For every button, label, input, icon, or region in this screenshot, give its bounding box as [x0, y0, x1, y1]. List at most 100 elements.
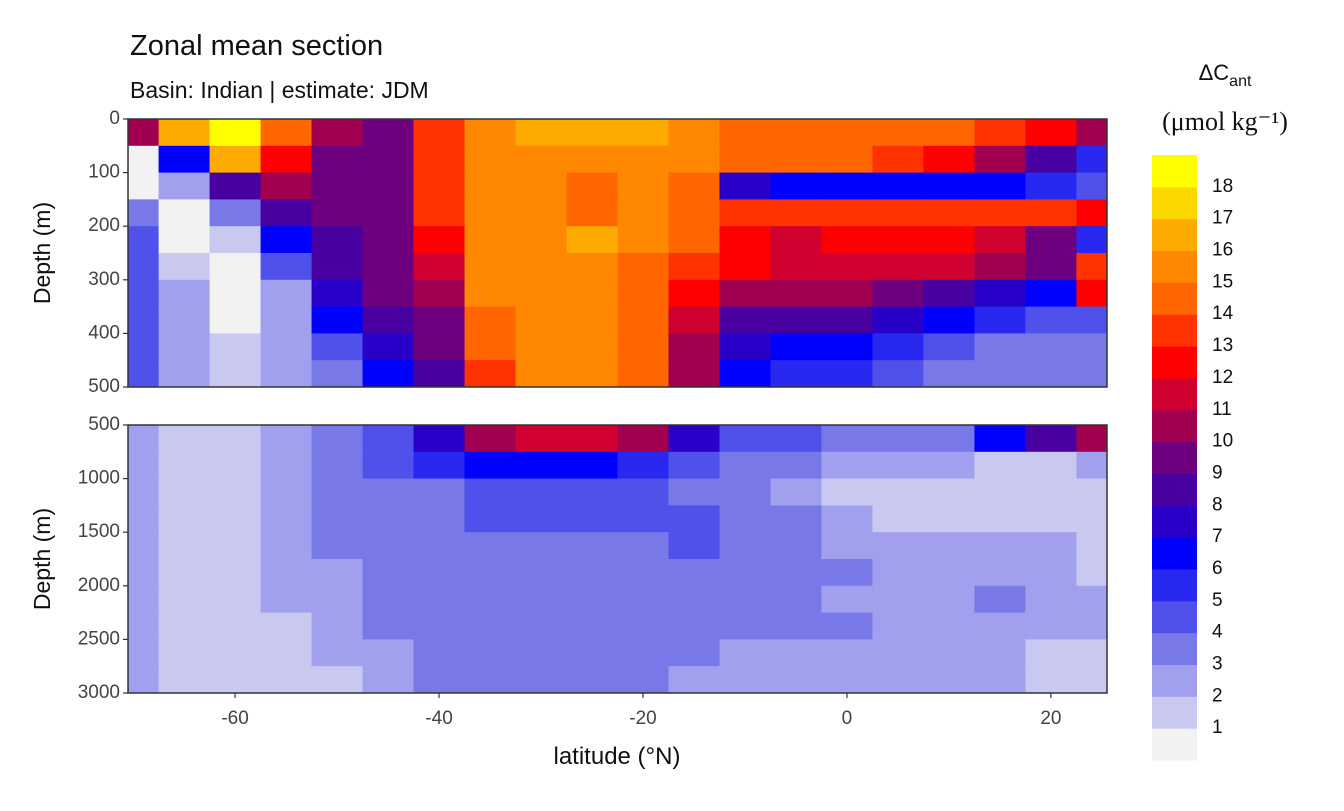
- contour-cell: [464, 199, 517, 227]
- contour-cell: [1025, 585, 1078, 614]
- contour-cell: [974, 226, 1027, 254]
- x-tick-label: -20: [629, 708, 656, 729]
- panel-border: [127, 424, 1108, 694]
- contour-cell: [719, 559, 772, 587]
- contour-cell: [128, 360, 160, 387]
- contour-cell: [719, 279, 772, 308]
- contour-cell: [209, 306, 262, 334]
- contour-cell: [362, 360, 415, 387]
- contour-cell: [515, 559, 568, 587]
- colorbar-label: 9: [1212, 462, 1223, 483]
- contour-cell: [872, 333, 925, 361]
- contour-cell: [719, 612, 772, 640]
- contour-cell: [260, 253, 313, 281]
- contour-cell: [617, 199, 670, 227]
- contour-cell: [668, 360, 721, 387]
- contour-cell: [821, 639, 874, 667]
- contour-cell: [923, 666, 976, 693]
- contour-cell: [464, 451, 517, 480]
- contour-cell: [515, 306, 568, 334]
- contour-cell: [413, 145, 466, 174]
- contour-cell: [209, 666, 262, 693]
- contour-cell: [617, 172, 670, 200]
- contour-cell: [1076, 360, 1107, 387]
- contour-cell: [770, 172, 823, 200]
- contour-cell: [515, 666, 568, 693]
- contour-cell: [311, 333, 364, 361]
- x-tick-label: 0: [842, 708, 853, 729]
- contour-cell: [515, 532, 568, 560]
- contour-cell: [362, 612, 415, 640]
- contour-cell: [1076, 505, 1107, 533]
- contour-cell: [1025, 451, 1078, 480]
- contour-cell: [260, 478, 313, 506]
- contour-cell: [413, 172, 466, 200]
- contour-cell: [719, 585, 772, 614]
- contour-cell: [209, 505, 262, 533]
- contour-field: [128, 425, 1107, 693]
- contour-cell: [974, 639, 1027, 667]
- contour-cell: [128, 612, 160, 640]
- contour-cell: [260, 532, 313, 560]
- contour-cell: [413, 585, 466, 614]
- contour-cell: [362, 425, 415, 453]
- contour-cell: [413, 505, 466, 533]
- contour-cell: [1025, 145, 1078, 174]
- colorbar-swatch: [1152, 282, 1197, 315]
- contour-cell: [515, 478, 568, 506]
- contour-cell: [464, 119, 517, 147]
- contour-cell: [158, 306, 211, 334]
- contour-cell: [362, 199, 415, 227]
- contour-cell: [158, 279, 211, 308]
- contour-cell: [464, 478, 517, 506]
- contour-cell: [362, 532, 415, 560]
- colorbar-swatch: [1152, 346, 1197, 379]
- contour-cell: [719, 425, 772, 453]
- contour-cell: [668, 639, 721, 667]
- colorbar-label: 8: [1212, 494, 1223, 515]
- contour-cell: [260, 585, 313, 614]
- contour-cell: [923, 585, 976, 614]
- x-tick-label: -40: [425, 708, 452, 729]
- contour-cell: [617, 360, 670, 387]
- contour-cell: [1076, 199, 1107, 227]
- contour-cell: [923, 532, 976, 560]
- colorbar-swatch: [1152, 664, 1197, 697]
- colorbar-label: 17: [1212, 208, 1233, 229]
- contour-cell: [923, 451, 976, 480]
- contour-cell: [1076, 532, 1107, 560]
- colorbar-swatch: [1152, 377, 1197, 411]
- contour-cell: [668, 226, 721, 254]
- contour-cell: [260, 559, 313, 587]
- contour-cell: [974, 145, 1027, 174]
- contour-cell: [128, 559, 160, 587]
- contour-cell: [1025, 226, 1078, 254]
- contour-cell: [719, 145, 772, 174]
- contour-cell: [770, 478, 823, 506]
- contour-cell: [1076, 145, 1107, 174]
- contour-cell: [923, 360, 976, 387]
- contour-cell: [128, 279, 160, 308]
- contour-cell: [1076, 639, 1107, 667]
- contour-cell: [209, 199, 262, 227]
- contour-cell: [209, 333, 262, 361]
- contour-cell: [311, 478, 364, 506]
- contour-cell: [1076, 425, 1107, 453]
- contour-cell: [923, 425, 976, 453]
- contour-cell: [1025, 478, 1078, 506]
- contour-cell: [464, 360, 517, 387]
- x-tick-label: 20: [1040, 708, 1061, 729]
- contour-cell: [158, 612, 211, 640]
- contour-cell: [413, 360, 466, 387]
- contour-cell: [668, 199, 721, 227]
- contour-cell: [260, 451, 313, 480]
- contour-cell: [128, 306, 160, 334]
- colorbar-label: 13: [1212, 335, 1233, 356]
- contour-cell: [923, 279, 976, 308]
- contour-cell: [128, 253, 160, 281]
- contour-cell: [1025, 306, 1078, 334]
- contour-cell: [923, 199, 976, 227]
- contour-cell: [311, 199, 364, 227]
- contour-cell: [311, 425, 364, 453]
- colorbar-label: 14: [1212, 303, 1234, 324]
